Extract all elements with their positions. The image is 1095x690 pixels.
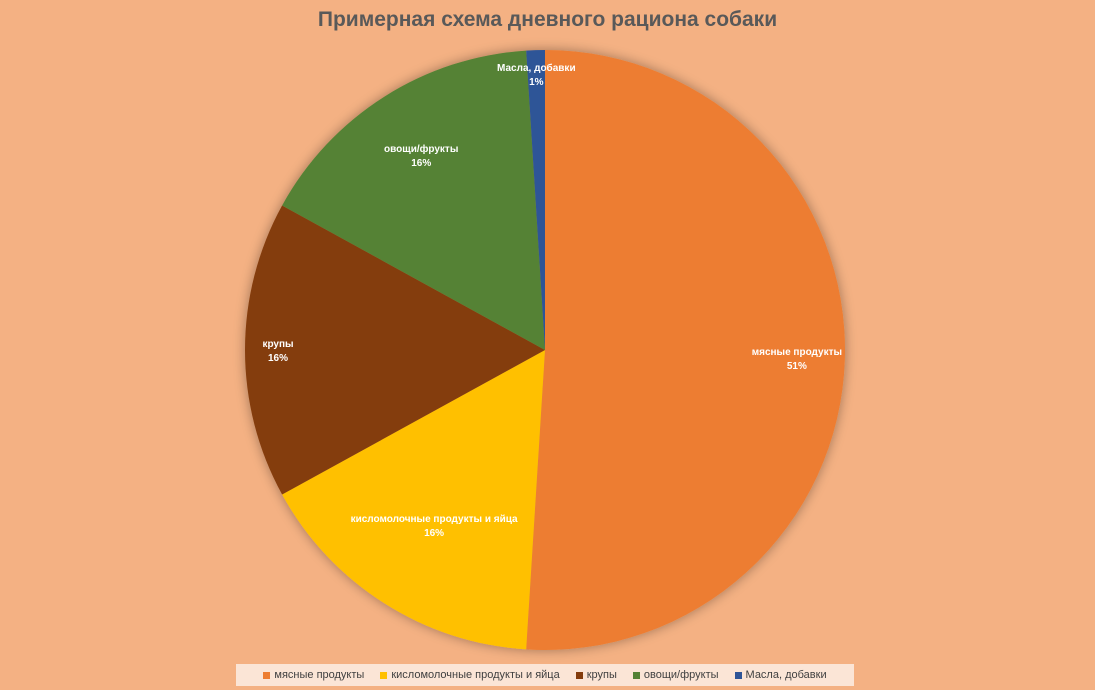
slice-label-value: 51% [787, 361, 807, 372]
legend-label: крупы [586, 669, 617, 681]
slice-label-name: овощи/фрукты [384, 143, 458, 155]
slice-label-value: 16% [411, 158, 431, 169]
slice-label-value: 1% [529, 77, 544, 88]
legend-swatch [575, 671, 583, 679]
legend-label: овощи/фрукты [643, 669, 719, 681]
pie-slice-кисломолочные-продукты-и-яйца [282, 350, 545, 650]
legend-item: Масла, добавки [734, 669, 827, 681]
legend-label: Масла, добавки [745, 669, 827, 681]
slice-label-name: мясные продукты [752, 347, 842, 358]
pie-slice-масла-добавки [526, 50, 545, 350]
legend-swatch [734, 671, 742, 679]
legend-item: кисломолочные продукты и яйца [380, 669, 560, 681]
chart-title: Примерная схема дневного рациона собаки [317, 8, 778, 31]
pie-slice-крупы [244, 205, 545, 495]
slice-label-name: крупы [262, 339, 293, 350]
legend-item: овощи/фрукты [632, 669, 719, 681]
slice-label-name: кисломолочные продукты и яйца [351, 514, 518, 525]
legend-swatch [632, 671, 640, 679]
legend-item: мясные продукты [263, 669, 364, 681]
legend-label: кисломолочные продукты и яйца [391, 669, 560, 681]
legend-label: мясные продукты [274, 669, 365, 681]
chart-legend: мясные продукты кисломолочные продукты и … [236, 664, 854, 686]
slice-label-value: 16% [268, 353, 288, 364]
legend-swatch [380, 671, 388, 679]
pie-slice-овощи-фрукты [282, 50, 545, 350]
pie-slice-мясные-продукты [526, 50, 846, 650]
slice-label-name: Масла, добавки [497, 62, 576, 74]
legend-item: крупы [575, 669, 617, 681]
legend-swatch [263, 671, 271, 679]
slice-label-value: 16% [424, 528, 444, 539]
